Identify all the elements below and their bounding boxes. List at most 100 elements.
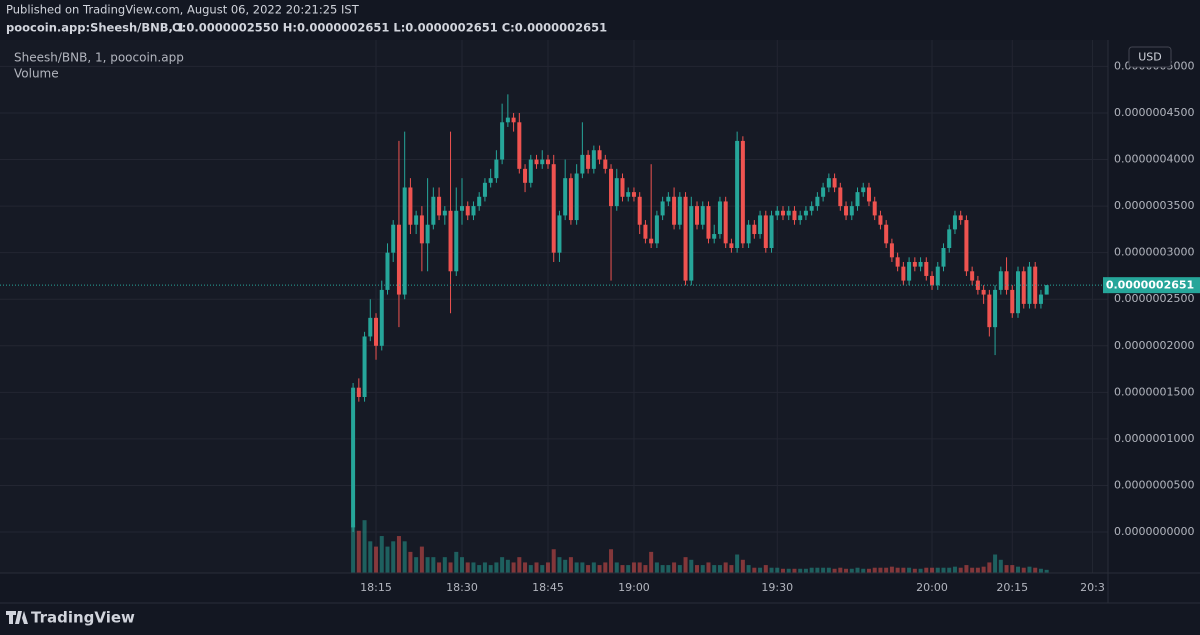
volume-bar [798,568,803,573]
volume-bar [947,567,952,573]
x-tick-label: 20:3 [1080,581,1105,594]
volume-bar [723,562,728,573]
volume-bar [838,567,843,573]
candle-body [958,215,963,221]
grid [0,40,1108,573]
volume-bar [740,559,745,573]
volume-bar [557,557,562,573]
volume-bar [437,562,442,573]
currency-button[interactable] [1128,46,1172,68]
volume-bar [826,567,831,573]
candle-body [1004,271,1009,290]
volume-bar [523,562,528,573]
volume-bar [454,551,459,573]
candle-body [396,224,401,295]
volume-bar [912,568,917,573]
y-tick-label: 0.0000002000 [1114,339,1194,352]
volume-bar [735,554,740,573]
candle-body [620,178,625,197]
volume-bar [958,567,963,573]
axes: 0.0000000000 0.0000000500 0.0000001000 0.00… [0,59,1200,594]
candle-body [437,196,442,216]
candle-body [626,192,631,197]
volume-bar [1021,567,1026,573]
candle-body [752,224,757,235]
volume-bar [884,567,889,573]
candle-body [746,224,751,244]
volume-bar [459,557,465,573]
x-tick-label: 20:00 [916,581,948,594]
volume-bar [442,557,447,573]
candle-body [740,140,745,244]
volume-bar [712,565,717,573]
volume-bar [505,559,510,573]
candle-body [374,317,379,346]
volume-bar [643,565,648,573]
candle-body [775,210,780,216]
candle-body [379,289,384,346]
volume-bar [545,562,550,573]
volume-bar [998,559,1003,573]
ohlc-text: O:0.0000002550 H:0.0000002651 L:0.000000… [172,21,607,35]
volume-bar [374,546,379,573]
candle-body [511,117,516,123]
candle-body [574,173,579,221]
volume-bar [849,568,854,573]
candle-body [769,215,774,249]
candle-body [872,201,877,216]
candle-body [855,192,860,207]
candle-body [545,159,550,165]
volume-bar [1004,565,1009,573]
candle-body [356,387,361,397]
volume-bar [551,549,556,573]
candle-body [964,220,969,272]
candle-body [385,252,390,290]
volume-bar [563,559,568,573]
volume-bar [517,557,522,573]
volume-bar [964,565,969,573]
candle-body [471,206,476,216]
candle-body [821,187,826,197]
volume-bar [666,565,671,573]
candle-body [477,196,482,207]
candle-body [947,229,952,249]
candle-body [591,150,596,169]
volume-bar [1016,566,1021,573]
volume-bar [511,562,516,573]
volume-bar [769,567,774,573]
candle-body [844,206,849,216]
candle-body [695,206,700,225]
volume-bar [425,557,430,573]
candle-body [866,187,871,202]
candle-body [465,206,470,216]
candle-body [431,196,436,225]
volume-bar [580,562,585,573]
volume-bar [494,562,499,573]
last-price-label: 0.0000002651 [1106,279,1194,292]
volume-bar [414,557,419,573]
volume-bar [362,520,367,573]
x-tick-label: 20:15 [996,581,1028,594]
candle-body [786,210,791,216]
volume-bar [970,567,975,573]
volume-bar [786,568,791,573]
volume-bar [637,562,642,573]
candle-body [993,289,998,328]
volume-bar [465,562,470,573]
volume-bar [672,562,677,573]
candle-body [717,201,722,235]
volume-bar [654,562,659,573]
candle-body [901,266,906,281]
published-text: Published on TradingView.com, August 06,… [6,3,360,17]
candle-body [952,215,957,230]
candle-body [408,187,413,225]
volume-bar [930,567,935,573]
candle-body [505,117,510,123]
volume-bar [821,567,826,573]
currency-label[interactable]: USD [1138,51,1162,64]
candles [351,94,1049,533]
volume-bar [803,568,808,573]
candle-body [941,248,946,267]
volume-bar [419,546,424,573]
candle-body [924,261,929,276]
